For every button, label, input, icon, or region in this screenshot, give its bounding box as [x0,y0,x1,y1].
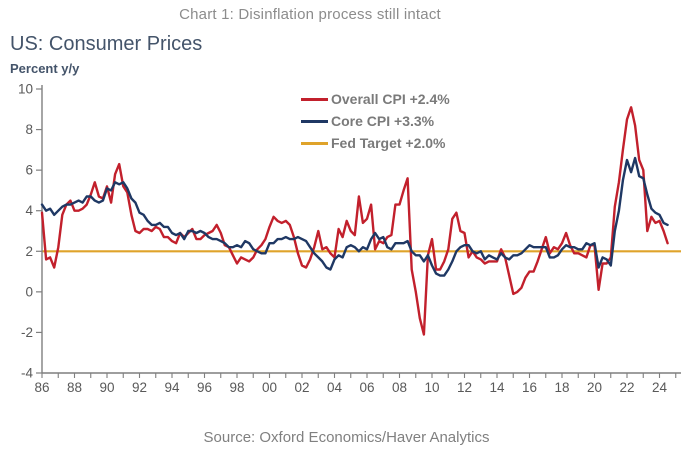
y-tick-label: 10 [18,82,33,97]
x-tick-label: 12 [457,380,472,395]
legend-item-overall-cpi: Overall CPI +2.4% [301,88,450,110]
x-tick-label: 24 [652,380,668,395]
x-tick-label: 94 [164,380,180,395]
legend-item-core-cpi: Core CPI +3.3% [301,110,450,132]
legend-label-core-cpi: Core CPI +3.3% [331,113,435,129]
y-tick-label: 0 [25,284,33,299]
x-tick-label: 10 [424,380,439,395]
fed-target-line-swatch [301,141,328,145]
y-tick-label: 2 [25,244,33,259]
x-tick-label: 08 [392,380,407,395]
y-tick-label: 6 [25,163,33,178]
x-tick-label: 00 [262,380,277,395]
source-note: Source: Oxford Economics/Haver Analytics [203,429,490,446]
x-tick-label: 96 [197,380,212,395]
series-overall-cpi [40,106,669,336]
x-tick-label: 06 [359,380,374,395]
y-tick-label: 8 [25,122,33,137]
x-tick-label: 02 [294,380,309,395]
legend-label-overall-cpi: Overall CPI +2.4% [331,91,450,107]
x-tick-label: 92 [132,380,147,395]
x-tick-label: 04 [327,380,343,395]
x-tick-label: 20 [587,380,602,395]
x-tick-label: 14 [489,380,505,395]
x-tick-label: 16 [522,380,537,395]
x-tick-label: 18 [554,380,569,395]
x-tick-label: 86 [34,380,49,395]
figure-caption: Chart 1: Disinflation process still inta… [179,6,441,23]
y-tick-label: -4 [21,366,33,381]
legend: Overall CPI +2.4% Core CPI +3.3% Fed Tar… [301,88,450,154]
x-tick-label: 88 [67,380,82,395]
x-tick-label: 22 [619,380,634,395]
x-tick-label: 90 [99,380,114,395]
y-tick-label: -2 [21,325,33,340]
overall-cpi-line-swatch [301,97,328,101]
y-tick-label: 4 [25,203,33,218]
series-core-cpi [40,156,669,277]
y-axis-unit-label: Percent y/y [10,61,80,76]
chart-title: US: Consumer Prices [10,33,203,55]
x-tick-label: 98 [229,380,244,395]
core-cpi-line-swatch [301,119,328,123]
legend-item-fed-target: Fed Target +2.0% [301,132,450,154]
legend-label-fed-target: Fed Target +2.0% [331,135,446,151]
